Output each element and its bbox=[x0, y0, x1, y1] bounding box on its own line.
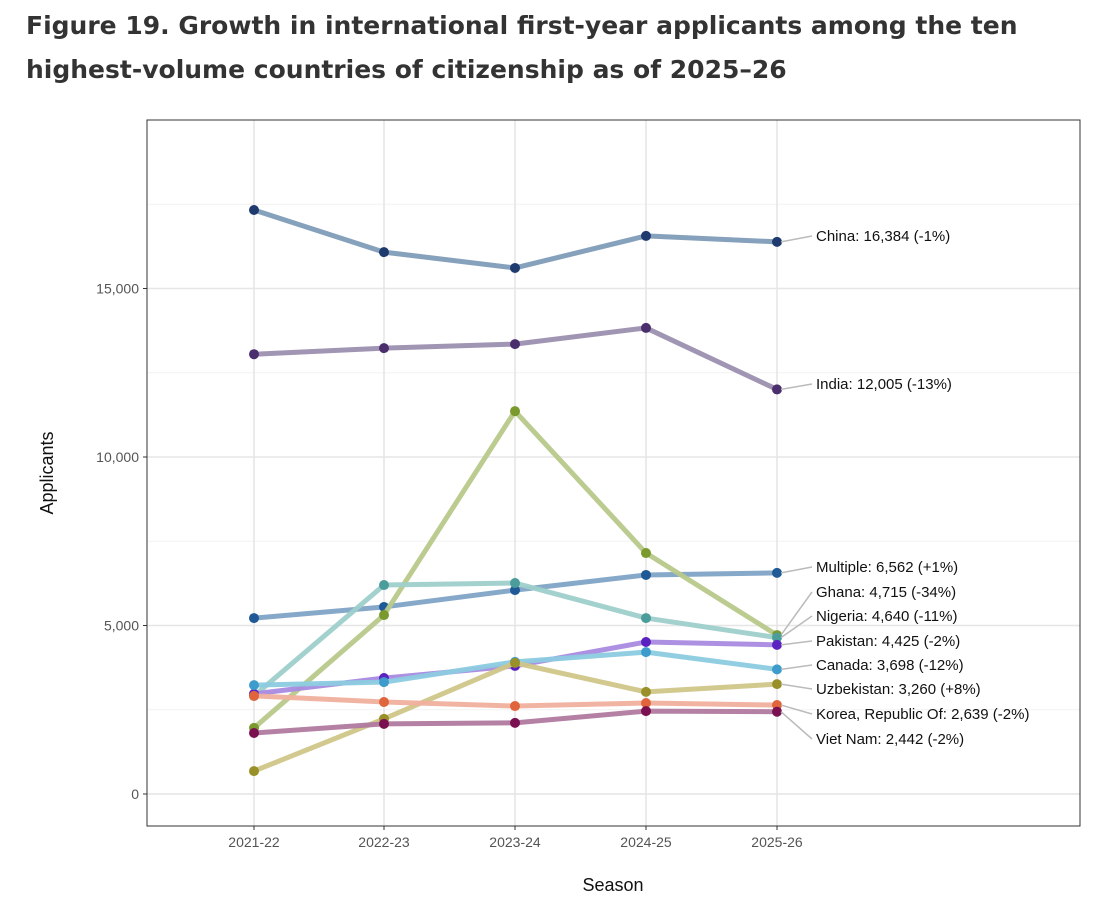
series-label: India: 12,005 (-13%) bbox=[816, 376, 952, 393]
label-leader bbox=[780, 383, 813, 391]
x-tick-label: 2023-24 bbox=[489, 834, 541, 850]
series-label: Viet Nam: 2,442 (-2%) bbox=[816, 731, 964, 748]
data-point bbox=[772, 664, 782, 675]
label-leader bbox=[780, 704, 813, 715]
series-india: India: 12,005 (-13%) bbox=[249, 322, 952, 395]
data-point bbox=[641, 569, 651, 580]
data-point bbox=[641, 697, 651, 708]
data-point bbox=[249, 349, 259, 360]
series-label: Multiple: 6,562 (+1%) bbox=[816, 559, 958, 576]
series-uzbekistan: Uzbekistan: 3,260 (+8%) bbox=[249, 657, 981, 777]
data-point bbox=[379, 247, 389, 258]
label-leader bbox=[780, 615, 813, 639]
x-tick-label: 2022-23 bbox=[358, 834, 410, 850]
series-nigeria: Nigeria: 4,640 (-11%) bbox=[249, 578, 957, 701]
label-leader bbox=[780, 235, 813, 243]
series-viet-nam: Viet Nam: 2,442 (-2%) bbox=[249, 706, 964, 748]
data-point bbox=[249, 727, 259, 738]
data-point bbox=[641, 613, 651, 624]
data-point bbox=[510, 339, 520, 350]
x-tick-label: 2025-26 bbox=[751, 834, 803, 850]
data-point bbox=[641, 322, 651, 333]
data-point bbox=[510, 585, 520, 596]
data-point bbox=[641, 706, 651, 717]
y-axis-label: Applicants bbox=[37, 431, 57, 514]
plot-border bbox=[146, 119, 1081, 827]
data-point bbox=[641, 686, 651, 697]
data-point bbox=[379, 580, 389, 591]
data-point bbox=[772, 384, 782, 395]
series-label: Nigeria: 4,640 (-11%) bbox=[816, 608, 957, 625]
label-leader bbox=[780, 711, 813, 740]
label-leader bbox=[780, 683, 813, 690]
series-ghana: Ghana: 4,715 (-34%) bbox=[249, 406, 956, 733]
series-label: Ghana: 4,715 (-34%) bbox=[816, 584, 956, 601]
data-point bbox=[510, 701, 520, 712]
data-point bbox=[379, 677, 389, 688]
y-tick-label: 10,000 bbox=[96, 449, 139, 465]
data-point bbox=[641, 637, 651, 648]
label-leader bbox=[780, 591, 813, 636]
data-point bbox=[249, 204, 259, 215]
data-point bbox=[379, 610, 389, 621]
series-china: China: 16,384 (-1%) bbox=[249, 204, 950, 273]
data-point bbox=[249, 680, 259, 691]
data-point bbox=[249, 690, 259, 701]
data-point bbox=[510, 657, 520, 668]
data-point bbox=[772, 639, 782, 650]
label-leader bbox=[780, 664, 813, 671]
chart-title: Figure 19. Growth in international first… bbox=[26, 11, 1018, 84]
series-korea-republic-of: Korea, Republic Of: 2,639 (-2%) bbox=[249, 690, 1029, 723]
data-point bbox=[379, 718, 389, 729]
x-tick-label: 2021-22 bbox=[228, 834, 280, 850]
data-point bbox=[641, 230, 651, 241]
data-point bbox=[772, 567, 782, 578]
label-leader bbox=[780, 640, 813, 646]
data-point bbox=[510, 578, 520, 589]
y-tick-label: 0 bbox=[131, 786, 139, 802]
data-point bbox=[510, 262, 520, 273]
data-point bbox=[772, 236, 782, 247]
series-label: Korea, Republic Of: 2,639 (-2%) bbox=[816, 706, 1029, 723]
data-point bbox=[641, 647, 651, 658]
x-tick-label: 2024-25 bbox=[620, 834, 672, 850]
data-point bbox=[379, 343, 389, 354]
series-label: Pakistan: 4,425 (-2%) bbox=[816, 633, 960, 650]
data-point bbox=[641, 548, 651, 559]
data-point bbox=[249, 766, 259, 777]
y-tick-label: 15,000 bbox=[96, 280, 139, 296]
y-tick-label: 5,000 bbox=[104, 617, 139, 633]
label-leader bbox=[780, 566, 813, 574]
series-multiple: Multiple: 6,562 (+1%) bbox=[249, 559, 958, 624]
series-label: Canada: 3,698 (-12%) bbox=[816, 657, 964, 674]
x-axis-label: Season bbox=[582, 875, 643, 895]
data-point bbox=[249, 613, 259, 624]
data-point bbox=[772, 706, 782, 717]
data-point bbox=[510, 406, 520, 417]
series-label: China: 16,384 (-1%) bbox=[816, 228, 950, 245]
data-point bbox=[510, 717, 520, 728]
data-point bbox=[379, 696, 389, 707]
data-point bbox=[772, 632, 782, 643]
data-point bbox=[772, 679, 782, 690]
series-label: Uzbekistan: 3,260 (+8%) bbox=[816, 681, 981, 698]
